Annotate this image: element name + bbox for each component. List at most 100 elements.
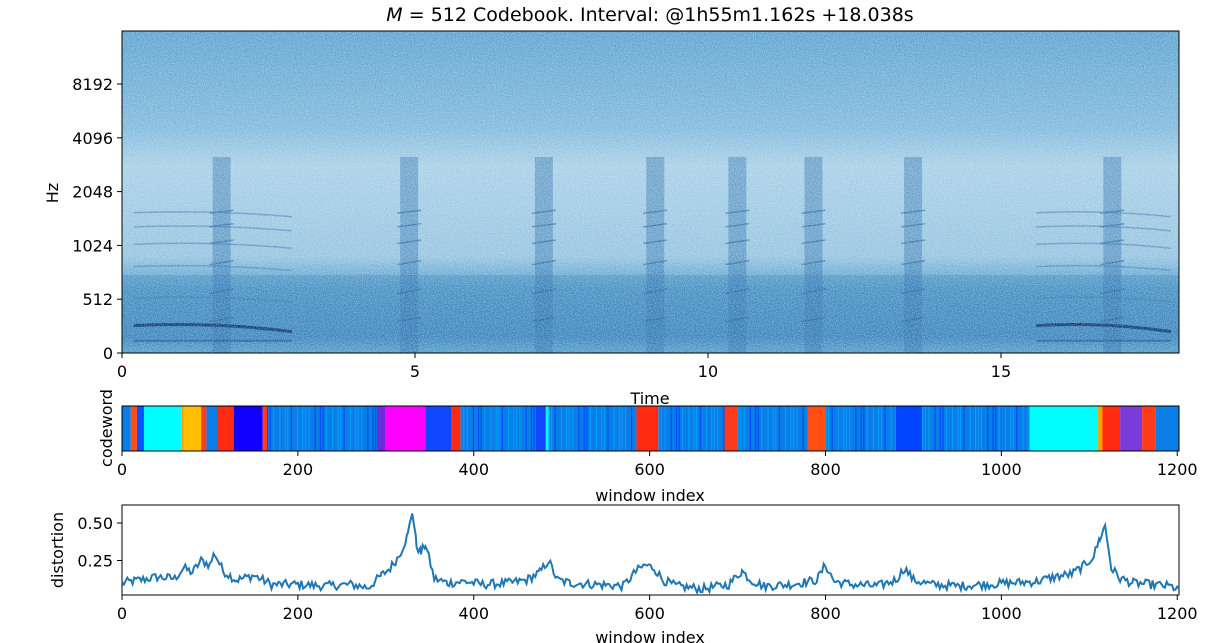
codeword-segment-0 [122,406,131,451]
spec-ytick-label-4: 4096 [72,129,113,148]
codeword-stripe [361,406,363,451]
codeword-stripe [778,406,780,451]
codeword-stripe [624,406,626,451]
codeword-stripe [367,406,369,451]
codeword-stripe [757,406,759,451]
codeword-stripe [699,406,701,451]
codeword-stripe [878,406,880,451]
codeword-stripe [934,406,936,451]
codeword-stripe [713,406,715,451]
distortion-frame [121,504,1180,596]
codeword-stripe [463,406,465,451]
codeword-stripe [530,406,532,451]
codeword-stripe [860,406,862,451]
spec-xtick-label-3: 15 [991,362,1011,381]
dist-xtick-label-6: 1200 [1157,604,1198,623]
code-xtick-label-3: 600 [634,460,665,479]
codeword-stripe [802,406,804,451]
codeword-segment-14 [425,406,452,451]
codeword-x-ticks: 0 200 400 600 800 1000 1200 [117,451,1198,479]
codeword-xlabel: window index [595,486,705,505]
spec-ytick-label-5: 8192 [72,75,113,94]
codeword-stripe [676,406,678,451]
codeword-stripe [743,406,745,451]
codeword-stripe [696,406,698,451]
codeword-stripe [560,406,562,451]
code-xtick-label-1: 200 [283,460,314,479]
codeword-stripe [981,406,983,451]
distortion-ylabel: distortion [48,512,67,588]
codeword-stripe [723,406,725,451]
codeword-stripe [977,406,979,451]
codeword-stripe [772,406,774,451]
codeword-stripe [705,406,707,451]
distortion-panel: 0.25 0.50 0 200 400 600 800 1000 1200 window in… [48,504,1198,643]
codeword-segments [122,406,1179,451]
codeword-stripe [939,406,941,451]
codeword-segment-16 [460,406,536,451]
distortion-xlabel: window index [595,628,705,643]
spectrogram-noise [122,31,1179,353]
codeword-segment-3 [143,406,182,451]
dist-ytick-label-1: 0.50 [77,514,113,533]
codeword-segment-11 [267,406,378,451]
codeword-stripe [737,406,739,451]
codeword-stripe [825,406,827,451]
codeword-stripe [551,406,553,451]
codeword-stripe [304,406,306,451]
spec-xtick-label-0: 0 [117,362,127,381]
codeword-segment-4 [181,406,184,451]
codeword-stripe [974,406,976,451]
codeword-stripe [460,406,462,451]
spectrogram-ylabel: Hz [43,183,62,203]
codeword-segment-13 [385,406,426,451]
codeword-stripe [998,406,1000,451]
codeword-stripe [992,406,994,451]
codeword-stripe [466,406,468,451]
codeword-stripe [831,406,833,451]
codeword-stripe [960,406,962,451]
codeword-stripe [296,406,298,451]
codeword-stripe [290,406,292,451]
codeword-stripe [621,406,623,451]
dist-xtick-label-4: 800 [810,604,841,623]
codeword-stripe [501,406,503,451]
codeword-stripe [508,406,510,451]
chart-title: M = 512 Codebook. Interval: @1h55m1.162s… [386,4,913,26]
codeword-stripe [337,406,339,451]
codeword-segment-32 [1142,406,1156,451]
codeword-stripe [866,406,868,451]
codeword-stripe [595,406,597,451]
codeword-segment-1 [130,406,137,451]
codeword-stripe [872,406,874,451]
codeword-stripe [849,406,851,451]
codeword-stripe [945,406,947,451]
codeword-stripe [987,406,989,451]
codeword-stripe [583,406,585,451]
codeword-stripe [601,406,603,451]
codeword-stripe [519,406,521,451]
spec-ytick-label-0: 0 [103,344,113,363]
codeword-segment-10 [262,406,268,451]
codeword-stripe [343,406,345,451]
codeword-stripe [355,406,357,451]
code-xtick-label-5: 1000 [981,460,1022,479]
codeword-stripe [490,406,492,451]
dist-ytick-label-0: 0.25 [77,552,113,571]
dist-xtick-label-3: 600 [634,604,665,623]
codeword-stripe [267,406,269,451]
codeword-panel: 0 200 400 600 800 1000 1200 window index codew… [97,389,1198,505]
codeword-stripe [372,406,374,451]
codeword-stripe [855,406,857,451]
codeword-stripe [711,406,713,451]
code-xtick-label-0: 0 [117,460,127,479]
codeword-stripe [682,406,684,451]
spectrogram-xlabel: Time [629,389,669,408]
distortion-line [121,513,1180,596]
codeword-stripe [326,406,328,451]
dist-xtick-label-1: 200 [283,604,314,623]
codeword-stripe [693,406,695,451]
codeword-stripe [375,406,377,451]
codeword-segment-12 [377,406,386,451]
